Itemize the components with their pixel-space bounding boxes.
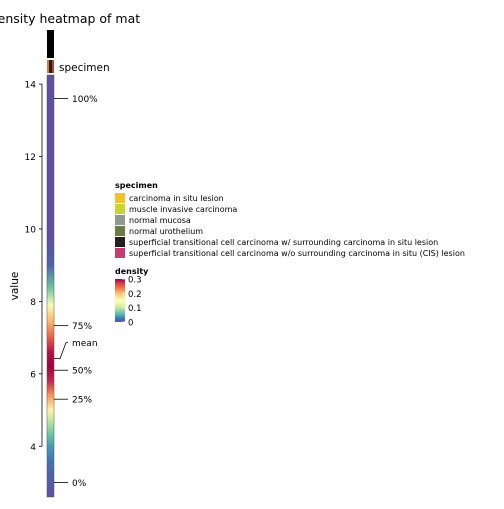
density-legend-tick-label: 0.1 — [128, 304, 142, 314]
y-tick-label: 10 — [25, 225, 37, 235]
density-legend-tick-label: 0.3 — [128, 276, 142, 286]
quantile-label: 0% — [72, 479, 87, 489]
specimen-stripe-mid — [49, 60, 52, 73]
density-legend-title: density — [115, 267, 149, 276]
specimen-annotation-label: specimen — [59, 62, 110, 74]
y-tick-label: 8 — [30, 298, 36, 308]
specimen-legend-title: specimen — [115, 181, 158, 190]
y-tick-label: 4 — [30, 443, 36, 453]
specimen-legend-swatch — [115, 248, 125, 258]
density-heatmap-column — [46, 74, 55, 498]
specimen-legend-label: muscle invasive carcinoma — [129, 205, 237, 214]
density-legend: density 0.3 0.2 0.1 0 — [115, 267, 149, 329]
quantile-label: 75% — [72, 322, 92, 332]
specimen-legend-label: normal mucosa — [129, 216, 191, 225]
quantile-marker-line — [54, 342, 68, 360]
specimen-legend-swatch — [115, 193, 125, 203]
specimen-legend-label: superficial transitional cell carcinoma … — [129, 238, 438, 247]
y-tick-label: 12 — [25, 153, 36, 163]
specimen-legend: specimen carcinoma in situ lesion muscle … — [115, 181, 465, 258]
specimen-legend-label: superficial transitional cell carcinoma … — [129, 249, 465, 258]
quantile-label: 100% — [72, 95, 98, 105]
quantile-label: 25% — [72, 396, 92, 406]
specimen-legend-swatch — [115, 215, 125, 225]
specimen-stripe-left — [47, 60, 49, 73]
specimen-legend-swatch — [115, 226, 125, 236]
quantile-annotations: 100% 75% mean 50% 25% 0% — [54, 95, 98, 489]
density-legend-tick-label: 0.2 — [128, 290, 142, 300]
quantile-label: 50% — [72, 367, 92, 377]
top-annotation-bar — [47, 30, 54, 58]
chart-title: Density heatmap of mat — [0, 11, 140, 26]
specimen-stripe-right — [52, 60, 54, 73]
y-tick-label: 6 — [30, 370, 36, 380]
y-tick-label: 14 — [25, 81, 37, 91]
specimen-annotation-cell — [47, 60, 54, 73]
specimen-legend-label: normal urothelium — [129, 227, 203, 236]
density-legend-tick-label: 0 — [128, 319, 133, 329]
y-axis: 4 6 8 10 12 14 — [25, 81, 43, 453]
quantile-label: mean — [72, 339, 98, 349]
specimen-legend-label: carcinoma in situ lesion — [129, 194, 224, 203]
specimen-legend-swatch — [115, 204, 125, 214]
specimen-legend-swatch — [115, 237, 125, 247]
y-axis-label: value — [9, 272, 21, 301]
density-legend-colorbar — [115, 279, 125, 322]
